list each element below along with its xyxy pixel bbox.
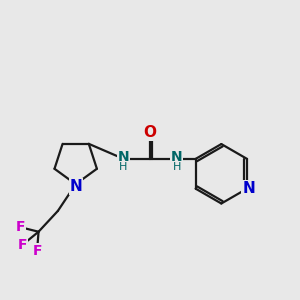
Text: O: O bbox=[143, 125, 157, 140]
Text: F: F bbox=[17, 238, 27, 252]
Text: N: N bbox=[117, 150, 129, 164]
Text: F: F bbox=[16, 220, 26, 234]
Text: H: H bbox=[172, 162, 181, 172]
Text: H: H bbox=[119, 162, 128, 172]
Text: F: F bbox=[32, 244, 42, 258]
Text: N: N bbox=[171, 150, 183, 164]
Text: N: N bbox=[242, 181, 255, 196]
Text: N: N bbox=[69, 179, 82, 194]
